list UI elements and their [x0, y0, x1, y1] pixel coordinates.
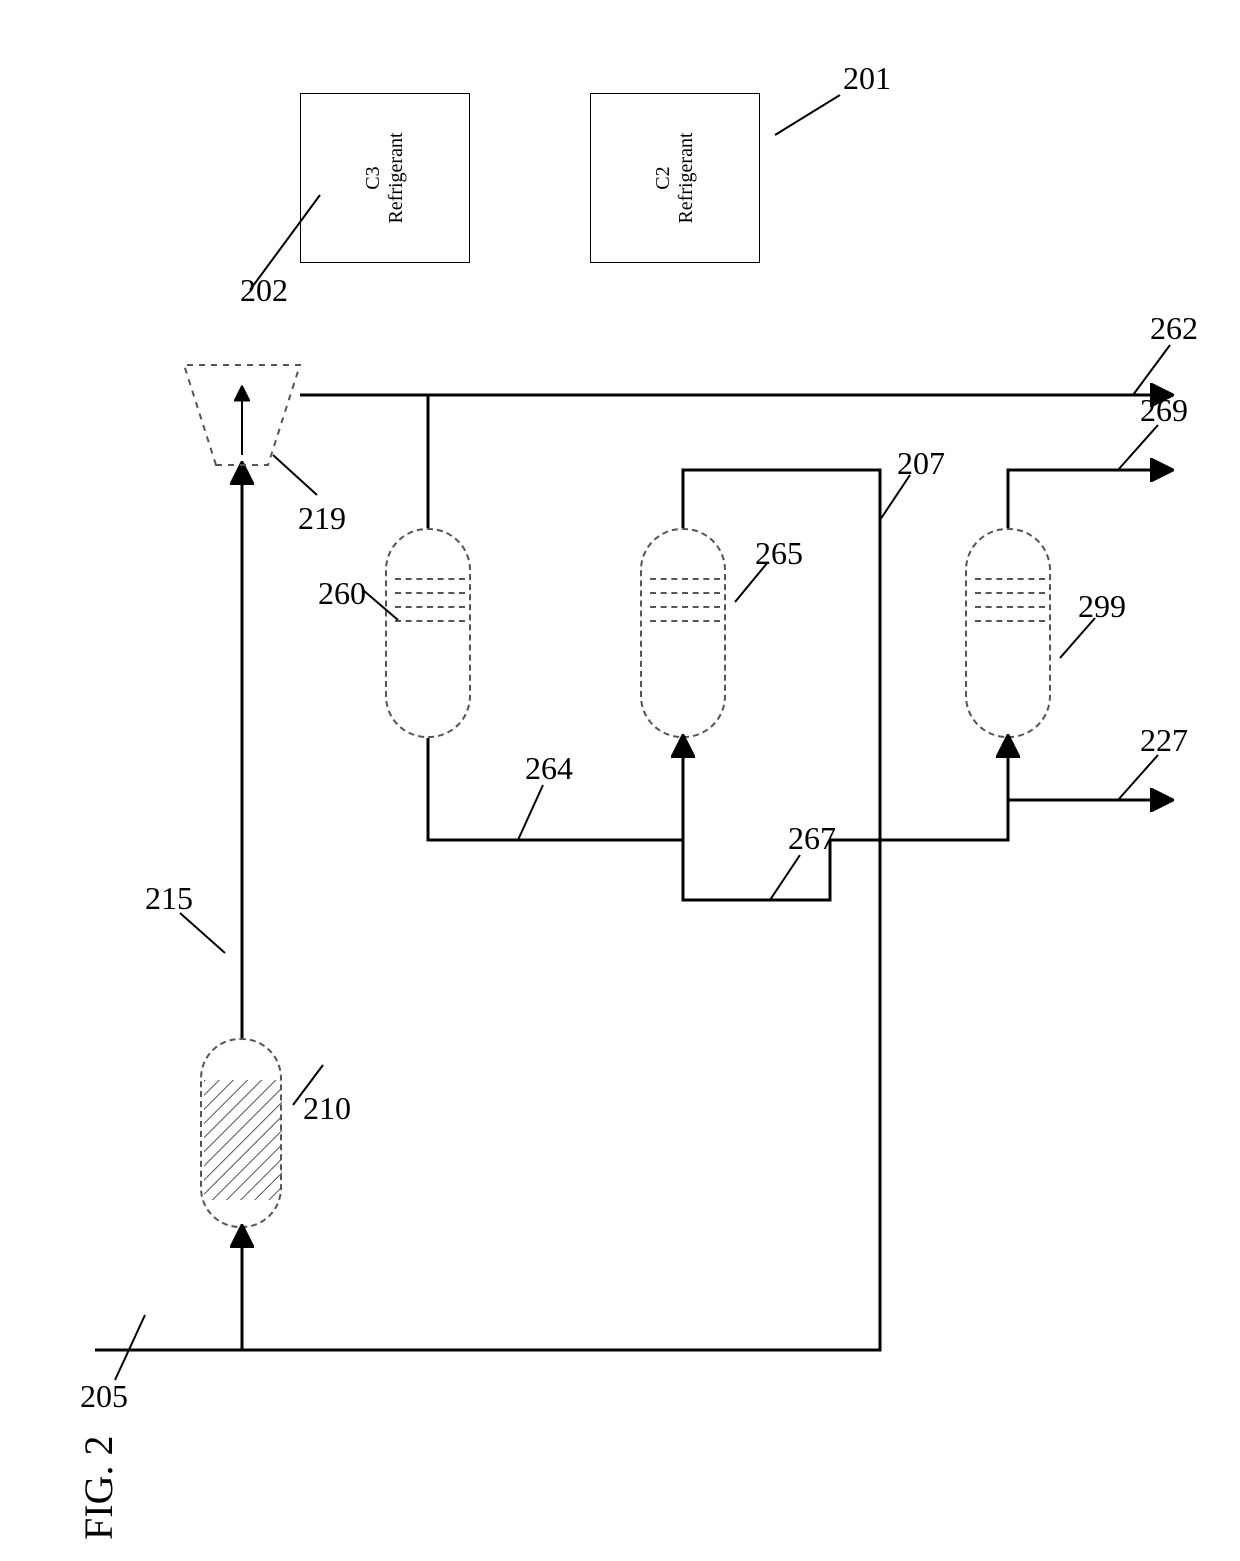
figure-label: FIG. 2 [75, 1436, 122, 1540]
callout-205: 205 [80, 1378, 128, 1415]
callout-210: 210 [303, 1090, 351, 1127]
callout-269: 269 [1140, 392, 1188, 429]
callout-215: 215 [145, 880, 193, 917]
callout-265: 265 [755, 535, 803, 572]
callout-207: 207 [897, 445, 945, 482]
callout-267: 267 [788, 820, 836, 857]
callout-260: 260 [318, 575, 366, 612]
diagram-canvas: C3 Refrigerant C2 Refrigerant [0, 0, 1240, 1561]
callout-201: 201 [843, 60, 891, 97]
flow-overlay [0, 0, 1240, 1561]
callout-219: 219 [298, 500, 346, 537]
callout-202: 202 [240, 272, 288, 309]
callout-262: 262 [1150, 310, 1198, 347]
callout-264: 264 [525, 750, 573, 787]
callout-299: 299 [1078, 588, 1126, 625]
callout-227: 227 [1140, 722, 1188, 759]
